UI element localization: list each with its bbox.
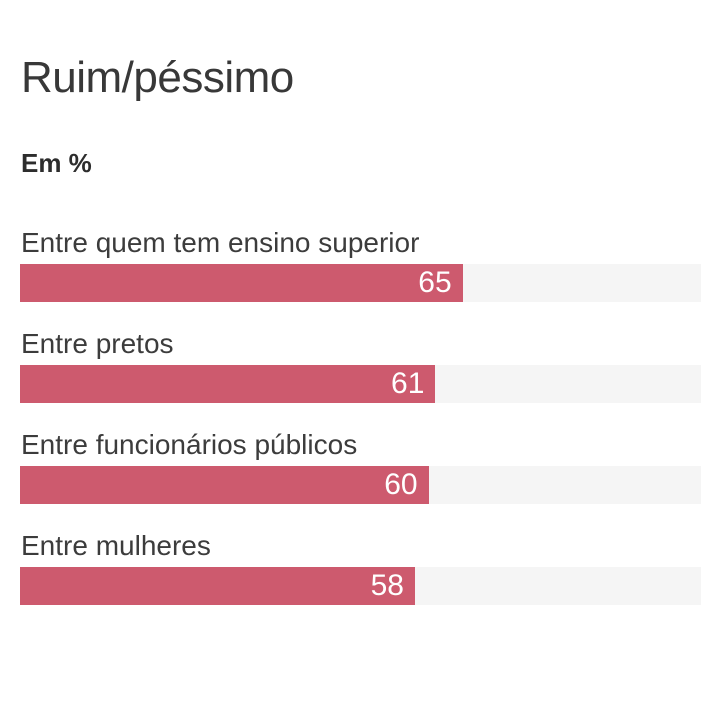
- bar-track: 61: [20, 365, 701, 403]
- bar-category-label: Entre pretos: [21, 328, 174, 359]
- bar-row: Entre pretos 61: [20, 329, 701, 403]
- bar-row: Entre mulheres 58: [20, 531, 701, 605]
- bar-track: 60: [20, 466, 701, 504]
- bar-fill: 60: [20, 466, 429, 504]
- bar-fill: 65: [20, 264, 463, 302]
- bar-rows: Entre quem tem ensino superior 65 Entre pr…: [20, 228, 701, 605]
- bar-category-label: Entre funcionários públicos: [21, 429, 358, 460]
- bar-category-label: Entre quem tem ensino superior: [21, 227, 420, 258]
- bar-row: Entre quem tem ensino superior 65: [20, 228, 701, 302]
- chart-title: Ruim/péssimo: [21, 53, 294, 102]
- bar-fill: 58: [20, 567, 415, 605]
- bar-chart: Ruim/péssimo Em % Entre quem tem ensino …: [0, 56, 720, 605]
- bar-value-label: 61: [391, 367, 425, 400]
- bar-track: 65: [20, 264, 701, 302]
- chart-subtitle: Em %: [21, 148, 92, 178]
- bar-row: Entre funcionários públicos 60: [20, 430, 701, 504]
- bar-value-label: 65: [418, 266, 452, 299]
- bar-category-label: Entre mulheres: [21, 530, 211, 561]
- bar-value-label: 60: [384, 468, 418, 501]
- bar-fill: 61: [20, 365, 436, 403]
- bar-track: 58: [20, 567, 701, 605]
- bar-value-label: 58: [370, 569, 404, 602]
